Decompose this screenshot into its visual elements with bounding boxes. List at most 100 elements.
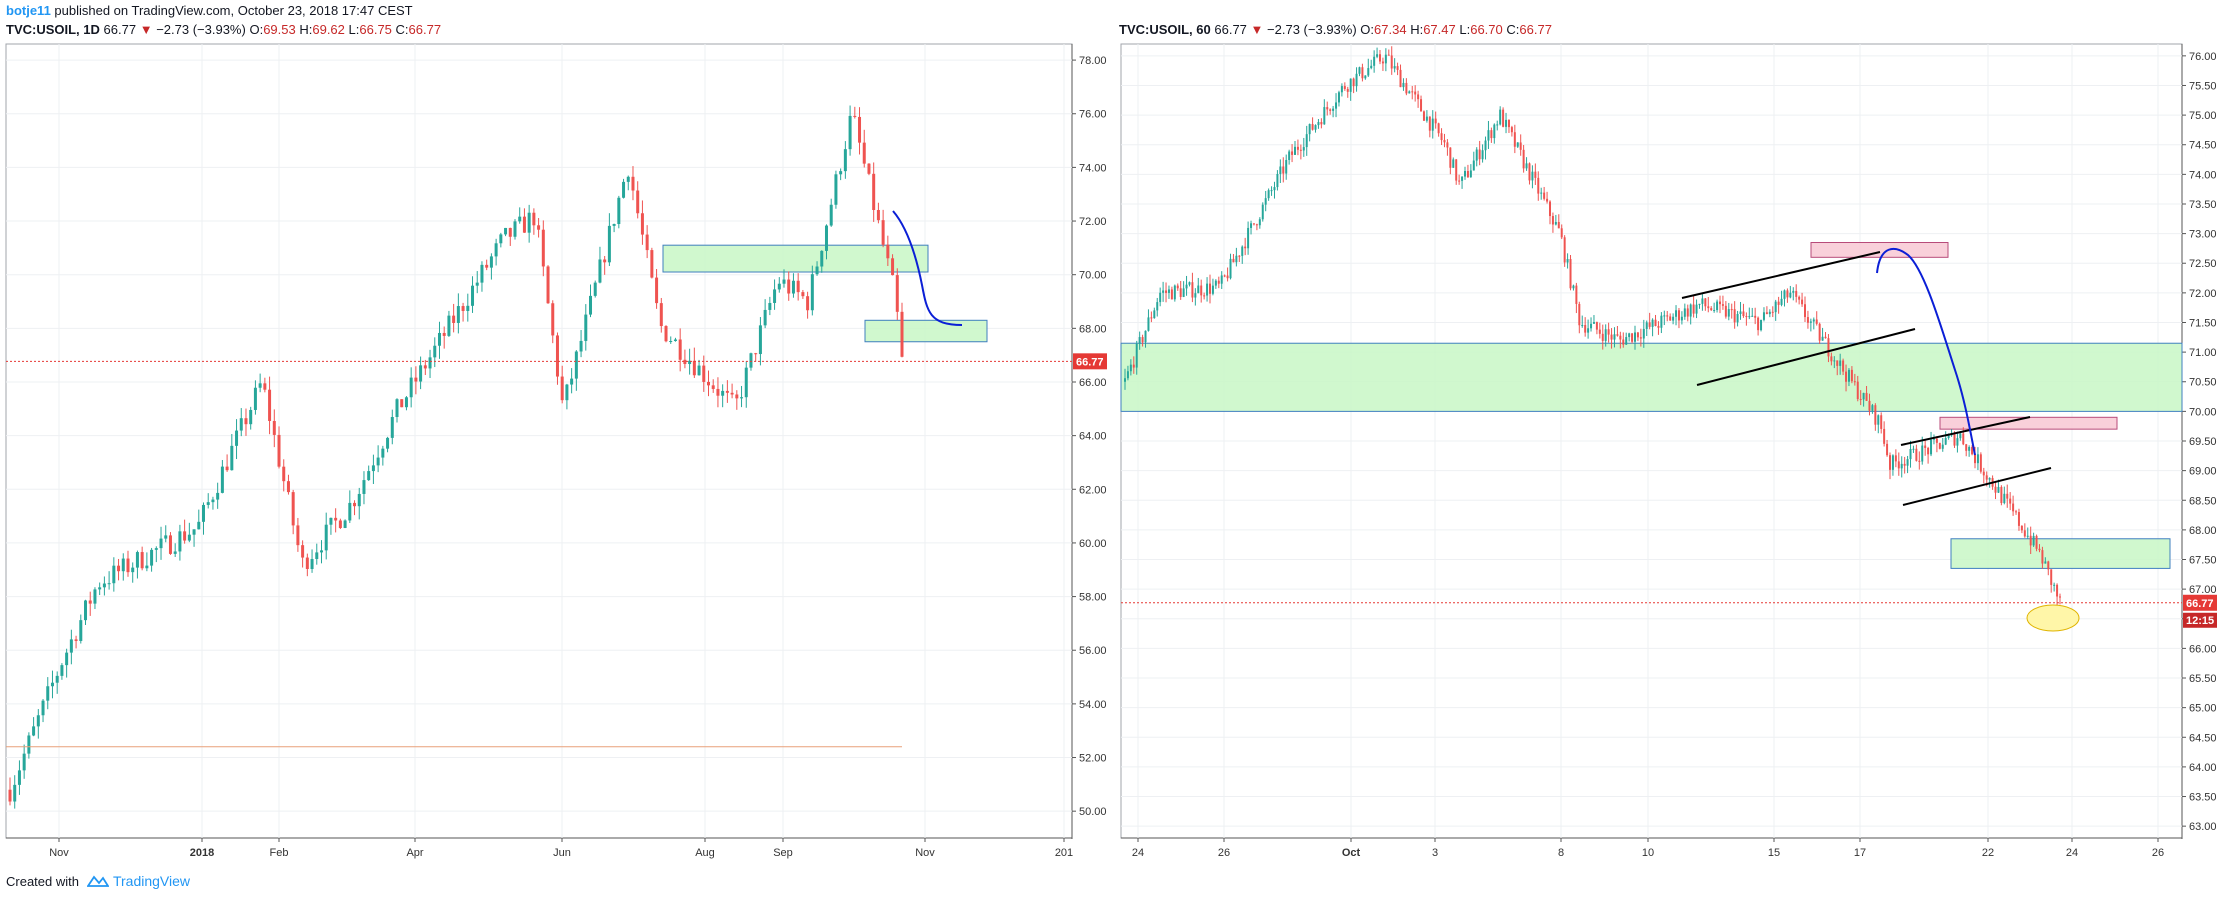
left-candle-body bbox=[263, 383, 267, 390]
left-candle-body bbox=[773, 289, 777, 303]
left-candle-body bbox=[721, 390, 725, 396]
right-candle-body bbox=[1182, 288, 1185, 297]
left-candle-body bbox=[706, 381, 710, 386]
left-candle-body bbox=[867, 163, 871, 174]
right-candle-body bbox=[1434, 118, 1437, 124]
right-candle-body bbox=[1868, 400, 1871, 411]
left-candle-body bbox=[650, 250, 654, 278]
right-candle-body bbox=[1129, 364, 1132, 372]
left-candle-body bbox=[848, 115, 852, 150]
right-candle-body bbox=[1235, 255, 1238, 263]
right-candle-body bbox=[1393, 66, 1396, 69]
left-open-key: O: bbox=[249, 22, 264, 37]
left-candle-body bbox=[740, 397, 744, 399]
left-x-tick-label: Jun bbox=[553, 847, 571, 859]
left-candle-body bbox=[655, 277, 659, 304]
right-candle-body bbox=[1126, 371, 1129, 379]
left-candle-body bbox=[631, 176, 635, 191]
right-candle-body bbox=[1847, 369, 1850, 382]
right-candle-body bbox=[1346, 88, 1349, 92]
left-y-tick-label: 52.00 bbox=[1079, 753, 1107, 765]
right-candle-body bbox=[1651, 319, 1654, 327]
right-candle-body bbox=[1560, 228, 1563, 238]
left-candle-body bbox=[414, 377, 418, 382]
left-candle-body bbox=[612, 224, 616, 226]
left-candle-body bbox=[499, 234, 503, 244]
right-candle-body bbox=[1364, 75, 1367, 79]
right-candle-body bbox=[1607, 329, 1610, 335]
left-candle-body bbox=[206, 502, 210, 505]
right-candle-body bbox=[1481, 150, 1484, 160]
right-candle-body bbox=[1894, 455, 1897, 462]
left-candle-body bbox=[353, 502, 357, 507]
right-candle-body bbox=[1821, 336, 1824, 341]
left-candle-body bbox=[678, 339, 682, 360]
left-candle-body bbox=[187, 534, 191, 541]
left-candle-body bbox=[178, 531, 182, 552]
right-candle-body bbox=[1833, 360, 1836, 362]
right-candle-body bbox=[2012, 503, 2015, 512]
right-candle-body bbox=[1824, 336, 1827, 339]
right-candle-body bbox=[2041, 550, 2044, 564]
left-candle-body bbox=[286, 481, 290, 493]
right-candle-body bbox=[1200, 285, 1203, 296]
right-channel-upper-2 bbox=[1900, 416, 2031, 446]
right-candle-body bbox=[1836, 360, 1839, 366]
right-candle-body bbox=[1812, 319, 1815, 322]
right-candle-body bbox=[1941, 444, 1944, 449]
right-candle-body bbox=[1478, 149, 1481, 160]
right-candle-body bbox=[1897, 461, 1900, 469]
right-candle-body bbox=[1379, 54, 1381, 62]
right-y-tick-label: 69.50 bbox=[2189, 436, 2217, 448]
left-candle-body bbox=[744, 367, 748, 398]
right-projection-curve bbox=[1876, 247, 1976, 456]
left-candle-body bbox=[65, 652, 69, 666]
left-y-tick-label: 76.00 bbox=[1079, 109, 1107, 121]
left-symbol[interactable]: TVC:USOIL, 1D bbox=[6, 22, 100, 37]
right-candle-body bbox=[1566, 259, 1569, 263]
left-candle-body bbox=[419, 365, 423, 382]
right-candle-body bbox=[1132, 364, 1135, 368]
author-name[interactable]: botje11 bbox=[6, 3, 51, 18]
right-candle-body bbox=[1373, 56, 1376, 66]
right-candle-body bbox=[1783, 290, 1786, 299]
left-candle-body bbox=[522, 216, 526, 233]
left-x-tick-label: Apr bbox=[406, 847, 423, 859]
right-candle-body bbox=[2015, 511, 2018, 513]
left-candle-body bbox=[32, 726, 36, 736]
right-candle-body bbox=[1417, 94, 1420, 100]
left-price-label-bg bbox=[1073, 353, 1107, 370]
right-candle-body bbox=[1877, 415, 1880, 425]
left-candles bbox=[8, 105, 904, 809]
right-candle-body bbox=[1786, 290, 1789, 298]
right-candle-body bbox=[1590, 323, 1593, 329]
right-y-tick-label: 72.00 bbox=[2189, 288, 2217, 300]
right-zone-pink bbox=[1810, 242, 1949, 258]
right-candle-body bbox=[1795, 290, 1798, 297]
left-y-tick-label: 50.00 bbox=[1079, 806, 1107, 818]
right-candle-body bbox=[1827, 338, 1830, 357]
left-candle-body bbox=[381, 448, 385, 458]
left-candle-body bbox=[886, 244, 890, 259]
right-candle-body bbox=[1563, 237, 1566, 263]
right-candle-body bbox=[1865, 392, 1868, 401]
right-candle-body bbox=[1780, 298, 1783, 305]
left-candle-body bbox=[324, 524, 328, 551]
right-high: 67.47 bbox=[1423, 22, 1456, 37]
right-candle-body bbox=[1513, 132, 1516, 147]
right-y-tick-label: 72.50 bbox=[2189, 258, 2217, 270]
right-symbol[interactable]: TVC:USOIL, 60 bbox=[1119, 22, 1211, 37]
left-candle-body bbox=[386, 437, 390, 449]
left-low: 66.75 bbox=[359, 22, 392, 37]
right-candle-body bbox=[1546, 198, 1549, 202]
right-candle-body bbox=[1194, 293, 1197, 298]
tradingview-brand[interactable]: TradingView bbox=[86, 873, 190, 889]
right-candle-body bbox=[1487, 130, 1490, 141]
left-candle-body bbox=[891, 258, 895, 276]
right-candle-body bbox=[1314, 125, 1317, 130]
right-candle-body bbox=[1944, 438, 1947, 445]
right-candle-body bbox=[1698, 303, 1701, 305]
right-candle-body bbox=[1543, 192, 1546, 199]
right-candle-body bbox=[1610, 334, 1613, 340]
